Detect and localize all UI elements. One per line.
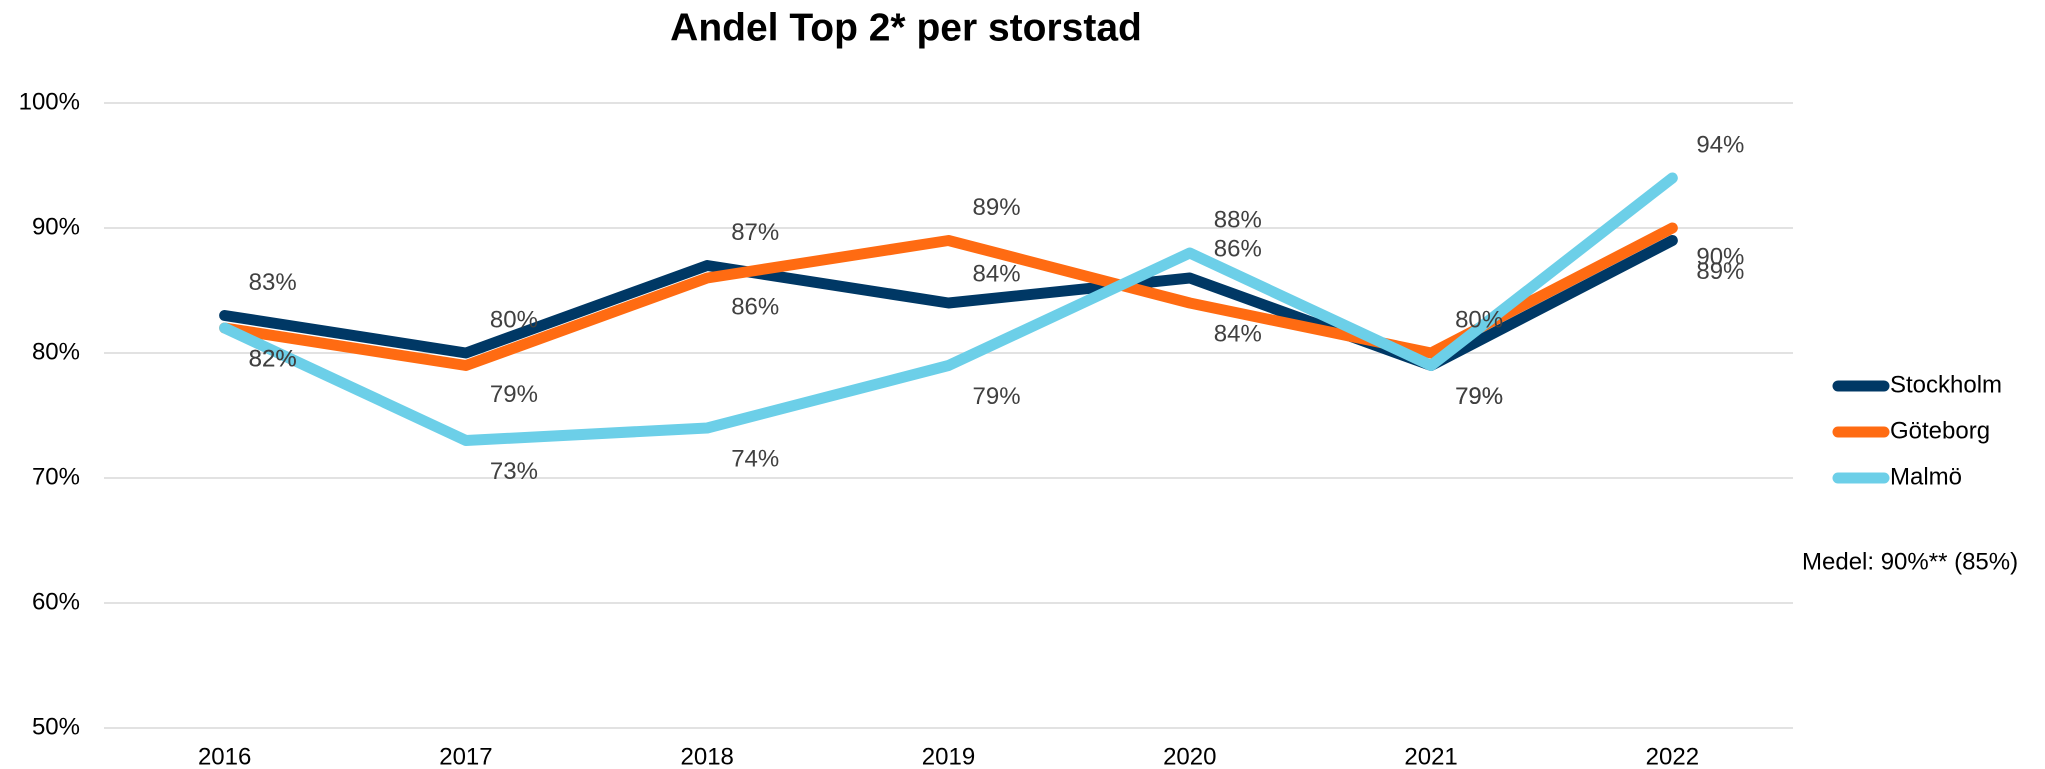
data-label: 74% bbox=[731, 445, 779, 472]
data-label: 89% bbox=[1696, 258, 1744, 285]
data-label: 79% bbox=[973, 383, 1021, 410]
annotation: Medel: 90%** (85%) bbox=[1802, 548, 2018, 575]
series-line bbox=[219, 172, 1678, 446]
x-tick-label: 2018 bbox=[681, 743, 734, 769]
data-label: 86% bbox=[731, 293, 779, 320]
data-label: 73% bbox=[490, 458, 538, 485]
x-tick-label: 2020 bbox=[1163, 743, 1216, 769]
data-label: 83% bbox=[249, 269, 297, 296]
data-label: 82% bbox=[249, 345, 297, 372]
legend-label: Malmö bbox=[1890, 463, 1962, 490]
legend-label: Stockholm bbox=[1890, 371, 2002, 398]
x-tick-label: 2019 bbox=[922, 743, 975, 769]
data-label: 89% bbox=[973, 194, 1021, 221]
data-label: 88% bbox=[1214, 206, 1262, 233]
data-label: 90% bbox=[1696, 243, 1744, 270]
series-line bbox=[219, 222, 1678, 371]
x-tick-label: 2021 bbox=[1404, 743, 1457, 769]
legend-label: Göteborg bbox=[1890, 417, 1990, 444]
data-label: 79% bbox=[490, 381, 538, 408]
data-label: 79% bbox=[1455, 383, 1503, 410]
x-tick-label: 2022 bbox=[1646, 743, 1699, 769]
y-tick-label: 70% bbox=[32, 463, 80, 490]
data-label: 80% bbox=[490, 306, 538, 333]
data-label: 80% bbox=[1455, 306, 1503, 333]
data-label: 84% bbox=[973, 260, 1021, 287]
y-tick-label: 100% bbox=[19, 88, 80, 115]
data-label: 94% bbox=[1696, 131, 1744, 158]
x-tick-label: 2016 bbox=[198, 743, 251, 769]
data-label: 86% bbox=[1214, 235, 1262, 262]
y-tick-label: 60% bbox=[32, 588, 80, 615]
data-label: 87% bbox=[731, 219, 779, 246]
data-label: 84% bbox=[1214, 320, 1262, 347]
data-label: 82% bbox=[249, 345, 297, 372]
y-tick-label: 50% bbox=[32, 713, 80, 740]
y-tick-label: 90% bbox=[32, 213, 80, 240]
x-tick-label: 2017 bbox=[439, 743, 492, 769]
data-label: 79% bbox=[1455, 383, 1503, 410]
y-tick-label: 80% bbox=[32, 338, 80, 365]
chart-title: Andel Top 2* per storstad bbox=[670, 6, 1142, 49]
